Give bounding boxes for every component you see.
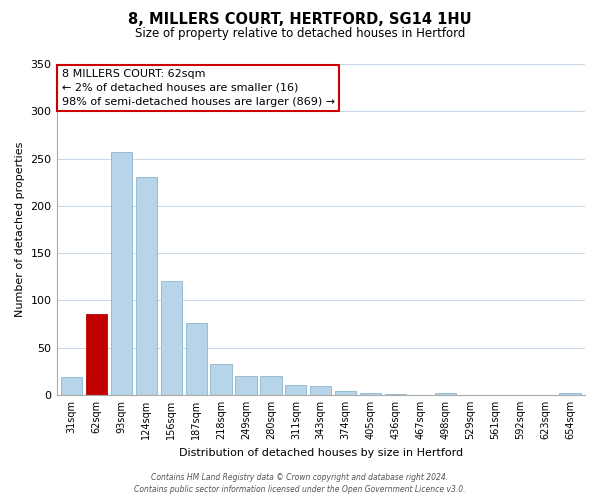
Y-axis label: Number of detached properties: Number of detached properties	[15, 142, 25, 317]
Bar	[360, 393, 381, 395]
Bar	[559, 393, 581, 395]
Bar	[111, 152, 132, 395]
Text: Contains HM Land Registry data © Crown copyright and database right 2024.
Contai: Contains HM Land Registry data © Crown c…	[134, 472, 466, 494]
Bar	[86, 314, 107, 395]
Text: 8, MILLERS COURT, HERTFORD, SG14 1HU: 8, MILLERS COURT, HERTFORD, SG14 1HU	[128, 12, 472, 28]
Bar	[185, 323, 207, 395]
Bar	[211, 364, 232, 395]
Bar	[385, 394, 406, 395]
Bar	[61, 377, 82, 395]
Bar	[136, 178, 157, 395]
Text: Size of property relative to detached houses in Hertford: Size of property relative to detached ho…	[135, 28, 465, 40]
Text: 8 MILLERS COURT: 62sqm
← 2% of detached houses are smaller (16)
98% of semi-deta: 8 MILLERS COURT: 62sqm ← 2% of detached …	[62, 69, 335, 107]
Bar	[161, 280, 182, 395]
Bar	[435, 393, 456, 395]
Bar	[260, 376, 281, 395]
Bar	[335, 391, 356, 395]
Bar	[310, 386, 331, 395]
Bar	[235, 376, 257, 395]
X-axis label: Distribution of detached houses by size in Hertford: Distribution of detached houses by size …	[179, 448, 463, 458]
Bar	[285, 384, 307, 395]
